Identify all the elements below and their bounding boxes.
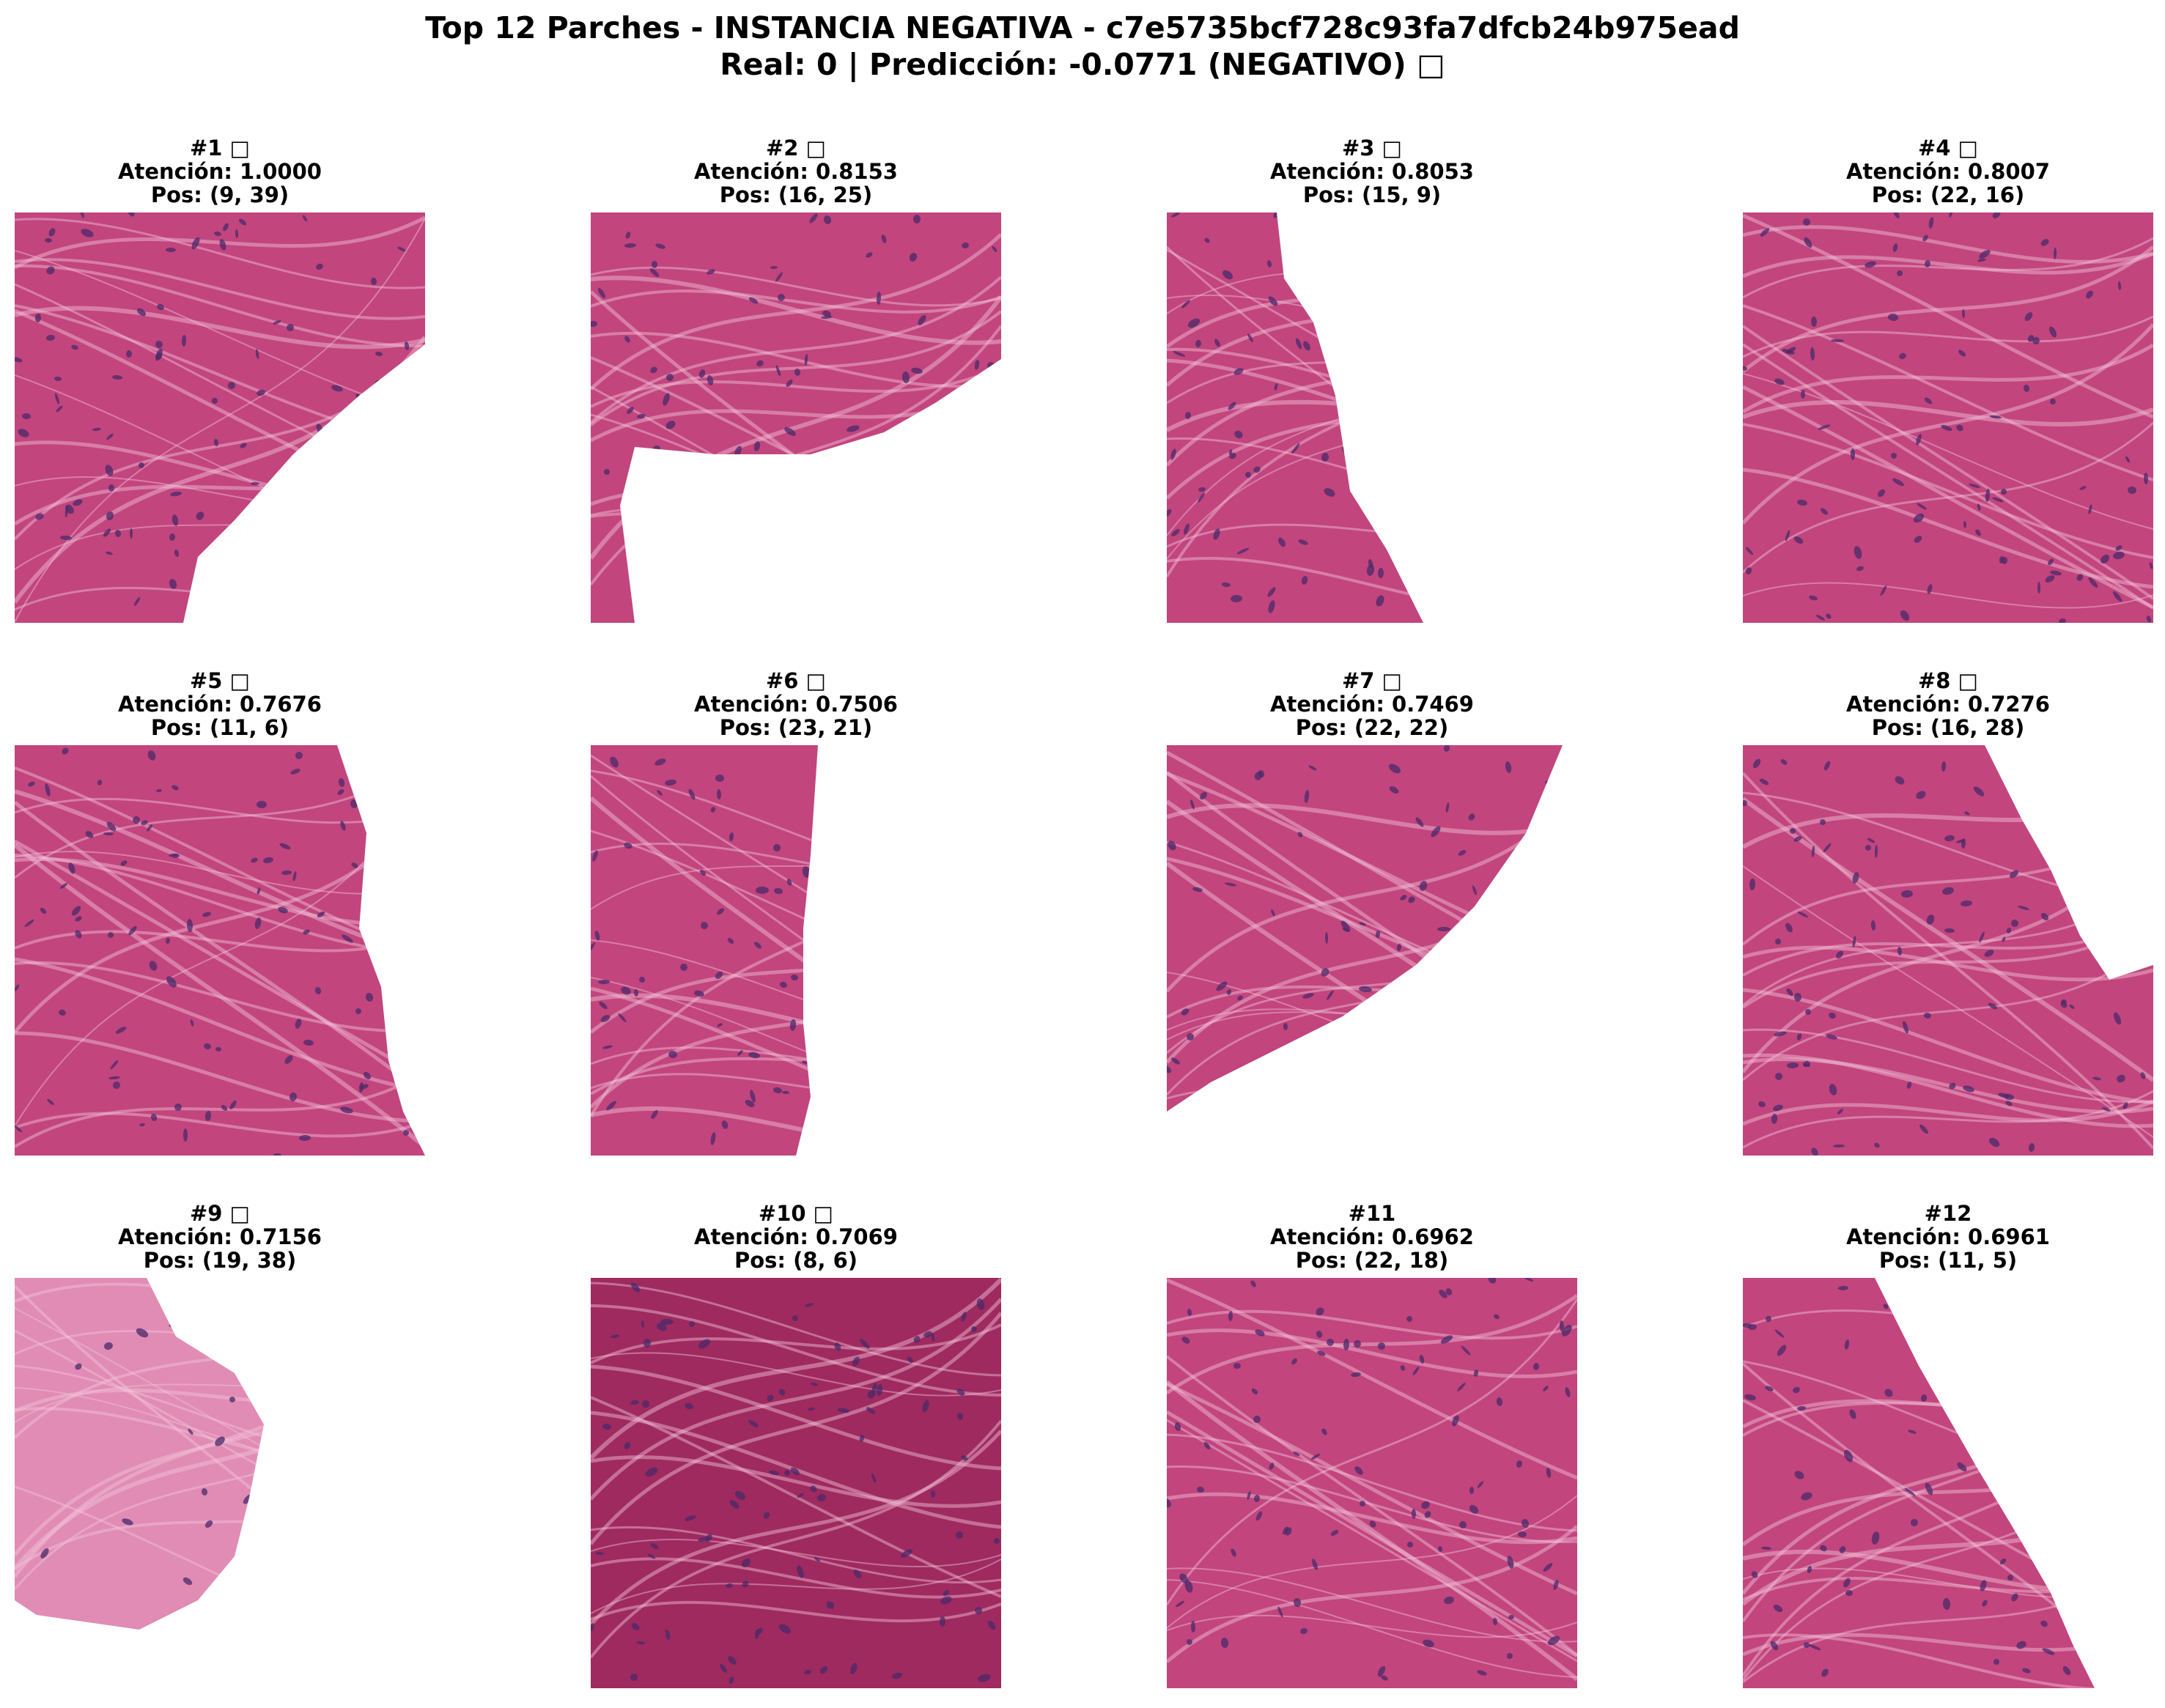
patch-cell: #6 □ Atención: 0.7506 Pos: (23, 21) (591, 668, 1001, 1156)
patch-pos-label: Pos: (22, 16) (1871, 182, 2025, 207)
patch-attention-label: Atención: 0.6961 (1846, 1224, 2050, 1249)
patch-attention-label: Atención: 0.8007 (1846, 159, 2050, 184)
figure-title: Top 12 Parches - INSTANCIA NEGATIVA - c7… (425, 10, 1740, 45)
patch-cell: #7 □ Atención: 0.7469 Pos: (22, 22) (1167, 668, 1577, 1156)
patch-cell: #1 □ Atención: 1.0000 Pos: (9, 39) (15, 136, 425, 623)
patch-cell: #3 □ Atención: 0.8053 Pos: (15, 9) (1167, 136, 1577, 623)
patch-rank-label: #2 □ (766, 136, 826, 160)
patch-pos-label: Pos: (11, 6) (150, 715, 289, 740)
patch-cell: #9 □ Atención: 0.7156 Pos: (19, 38) (15, 1201, 425, 1688)
patch-cell: #10 □ Atención: 0.7069 Pos: (8, 6) (591, 1201, 1001, 1688)
tissue-patch-image (591, 212, 1001, 623)
patch-attention-label: Atención: 1.0000 (118, 159, 322, 184)
patch-rank-label: #6 □ (766, 668, 826, 693)
patch-pos-label: Pos: (11, 5) (1878, 1248, 2018, 1273)
patch-rank-label: #10 □ (758, 1201, 834, 1226)
patch-rank-label: #7 □ (1342, 668, 1402, 693)
patch-rank-label: #8 □ (1918, 668, 1978, 693)
patch-pos-label: Pos: (22, 18) (1295, 1248, 1449, 1273)
tissue-patch-image (1167, 1278, 1577, 1688)
tissue-patch-image (15, 745, 425, 1156)
patch-attention-label: Atención: 0.6962 (1270, 1224, 1474, 1249)
patch-attention-label: Atención: 0.7156 (118, 1224, 322, 1249)
tissue-patch-image (1743, 745, 2153, 1156)
patch-pos-label: Pos: (9, 39) (150, 182, 289, 207)
patch-pos-label: Pos: (22, 22) (1295, 715, 1449, 740)
patch-pos-label: Pos: (16, 25) (719, 182, 873, 207)
patch-cell: #2 □ Atención: 0.8153 Pos: (16, 25) (591, 136, 1001, 623)
patch-attention-label: Atención: 0.7069 (694, 1224, 898, 1249)
patch-rank-label: #9 □ (190, 1201, 250, 1226)
patch-attention-label: Atención: 0.8153 (694, 159, 898, 184)
patch-pos-label: Pos: (8, 6) (734, 1248, 858, 1273)
patch-cell: #5 □ Atención: 0.7676 Pos: (11, 6) (15, 668, 425, 1156)
patch-pos-label: Pos: (19, 38) (143, 1248, 297, 1273)
patch-cell: #4 □ Atención: 0.8007 Pos: (22, 16) (1743, 136, 2153, 623)
patch-cell: #11 Atención: 0.6962 Pos: (22, 18) (1167, 1201, 1577, 1688)
patch-attention-label: Atención: 0.8053 (1270, 159, 1474, 184)
patch-rank-label: #4 □ (1918, 136, 1978, 160)
tissue-patch-image (591, 745, 1001, 1156)
patch-pos-label: Pos: (23, 21) (719, 715, 873, 740)
patch-attention-label: Atención: 0.7276 (1846, 692, 2050, 717)
tissue-patch-image (591, 1278, 1001, 1688)
patch-rank-label: #5 □ (190, 668, 250, 693)
tissue-patch-image (1743, 1278, 2153, 1688)
patch-attention-label: Atención: 0.7676 (118, 692, 322, 717)
patch-attention-label: Atención: 0.7469 (1270, 692, 1474, 717)
tissue-patch-image (15, 212, 425, 623)
patch-cell: #12 Atención: 0.6961 Pos: (11, 5) (1743, 1201, 2153, 1688)
patch-rank-label: #3 □ (1342, 136, 1402, 160)
tissue-patch-image (1167, 212, 1577, 623)
tissue-patch-image (15, 1278, 425, 1688)
patch-rank-label: #12 (1924, 1201, 1972, 1226)
patch-rank-label: #1 □ (190, 136, 250, 160)
patch-pos-label: Pos: (15, 9) (1302, 182, 1442, 207)
patch-pos-label: Pos: (16, 28) (1871, 715, 2025, 740)
figure-subtitle: Real: 0 | Predicción: -0.0771 (NEGATIVO)… (720, 47, 1445, 82)
patch-attention-label: Atención: 0.7506 (694, 692, 898, 717)
tissue-patch-image (1167, 745, 1577, 1156)
patch-cell: #8 □ Atención: 0.7276 Pos: (16, 28) (1743, 668, 2153, 1156)
patch-rank-label: #11 (1348, 1201, 1396, 1226)
tissue-patch-image (1743, 212, 2153, 623)
